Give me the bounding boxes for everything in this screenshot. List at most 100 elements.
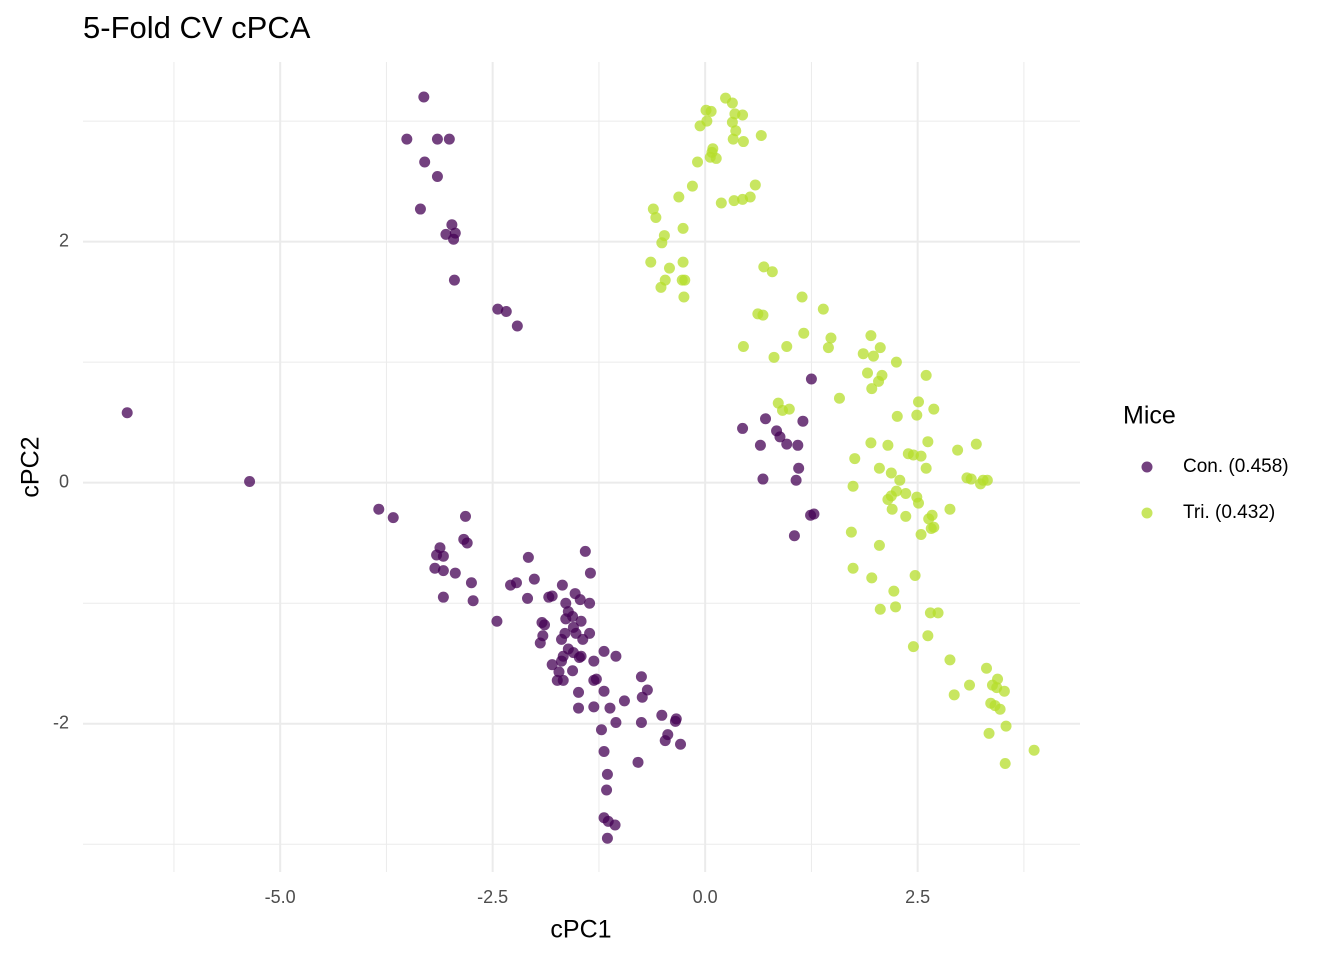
point [911, 409, 923, 421]
point [737, 136, 749, 148]
y-tick-label: 0 [59, 471, 69, 491]
point [900, 488, 912, 500]
point [539, 619, 551, 631]
point [511, 320, 523, 332]
y-tick-label: 2 [59, 230, 69, 250]
point [758, 261, 770, 273]
point [737, 422, 749, 434]
point [983, 727, 995, 739]
point [793, 462, 805, 474]
point [601, 784, 613, 796]
point [662, 729, 674, 741]
point [873, 539, 885, 551]
point [874, 603, 886, 615]
point [534, 637, 546, 649]
point [866, 383, 878, 395]
point [755, 130, 767, 142]
point [890, 601, 902, 613]
point [805, 373, 817, 385]
point [891, 410, 903, 422]
point [449, 227, 461, 239]
point [932, 607, 944, 619]
point [928, 521, 940, 533]
point [865, 330, 877, 342]
grid [83, 62, 1080, 872]
point [546, 659, 558, 671]
point [913, 497, 925, 509]
point [797, 415, 809, 427]
point [686, 180, 698, 192]
point [726, 97, 738, 109]
point [737, 340, 749, 352]
point [556, 655, 568, 667]
point [867, 350, 879, 362]
point [701, 115, 713, 127]
point [728, 195, 740, 207]
point [650, 211, 662, 223]
point [757, 309, 769, 321]
point [970, 438, 982, 450]
point [994, 703, 1006, 715]
point [902, 448, 914, 460]
point [675, 738, 687, 750]
point [1028, 744, 1040, 756]
x-tick-label: -2.5 [477, 887, 508, 907]
point [890, 356, 902, 368]
point [677, 256, 689, 268]
point [510, 577, 522, 589]
point [679, 274, 691, 286]
point [373, 503, 385, 515]
point [715, 197, 727, 209]
point [865, 437, 877, 449]
point [618, 695, 630, 707]
point [885, 467, 897, 479]
point [790, 474, 802, 486]
point [760, 413, 772, 425]
point [528, 573, 540, 585]
point [574, 594, 586, 606]
point [862, 367, 874, 379]
point [609, 819, 621, 831]
point [584, 597, 596, 609]
point [847, 562, 859, 574]
point [922, 630, 934, 642]
point [900, 510, 912, 522]
point [886, 503, 898, 515]
point [847, 480, 859, 492]
point [754, 439, 766, 451]
point [461, 537, 473, 549]
point [833, 392, 845, 404]
legend-title: Mice [1123, 402, 1176, 430]
point [556, 579, 568, 591]
x-tick-label: -5.0 [265, 887, 296, 907]
point [922, 436, 934, 448]
chart-title: 5-Fold CV cPCA [83, 10, 311, 45]
point [449, 567, 461, 579]
point [636, 691, 648, 703]
point [964, 679, 976, 691]
point [584, 627, 596, 639]
point [584, 567, 596, 579]
point [766, 266, 778, 278]
point [915, 529, 927, 540]
x-tick-label: 2.5 [905, 887, 930, 907]
point [749, 179, 761, 191]
point [437, 591, 449, 603]
point [882, 439, 894, 451]
point [705, 105, 717, 117]
point [981, 662, 993, 674]
point [924, 607, 936, 619]
point [567, 610, 579, 622]
point [598, 745, 610, 757]
point [610, 717, 622, 729]
point [244, 475, 256, 487]
points [121, 91, 1040, 844]
point [729, 108, 741, 120]
point [866, 572, 878, 584]
point [882, 494, 894, 506]
point [610, 650, 622, 662]
point [655, 281, 667, 293]
point [459, 510, 471, 522]
point [873, 462, 885, 474]
point [522, 551, 534, 563]
